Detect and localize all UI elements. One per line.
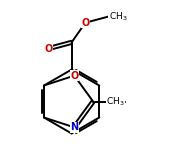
- Text: N: N: [70, 122, 78, 132]
- Text: CH$_3$: CH$_3$: [106, 95, 125, 108]
- Text: O: O: [81, 18, 89, 28]
- Text: O: O: [44, 44, 53, 54]
- Text: O: O: [70, 71, 78, 81]
- Text: CH$_3$: CH$_3$: [108, 10, 127, 23]
